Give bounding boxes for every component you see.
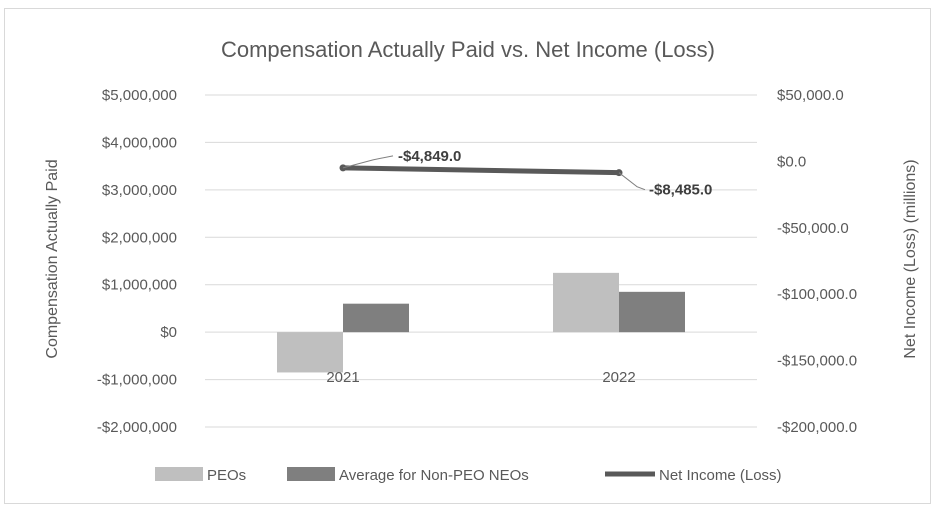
category-labels: 2021 2022 xyxy=(326,369,635,386)
bar xyxy=(553,272,619,333)
left-axis-title: Compensation Actually Paid xyxy=(44,159,61,358)
left-tick-label: $5,000,000 xyxy=(102,87,177,104)
legend: PEOs Average for Non-PEO NEOs Net Income (… xyxy=(155,467,782,484)
bar xyxy=(619,291,685,333)
gridlines xyxy=(205,94,757,428)
left-tick-label: $2,000,000 xyxy=(102,229,177,246)
legend-label: Average for Non-PEO NEOs xyxy=(339,467,529,484)
left-tick-label: $1,000,000 xyxy=(102,277,177,294)
right-tick-label: -$200,000.0 xyxy=(777,419,857,436)
left-tick-label: $4,000,000 xyxy=(102,134,177,151)
left-tick-label: $0 xyxy=(160,324,177,341)
right-axis-title: Net Income (Loss) (millions) xyxy=(902,159,919,358)
leader-line xyxy=(618,172,646,191)
right-tick-label: $0.0 xyxy=(777,153,806,170)
category-label: 2021 xyxy=(326,369,359,386)
left-tick-label: -$2,000,000 xyxy=(97,419,177,436)
combo-chart: Compensation Actually Paid vs. Net Incom… xyxy=(44,37,919,484)
right-tick-label: -$100,000.0 xyxy=(777,286,857,303)
category-label: 2022 xyxy=(602,369,635,386)
chart-frame: Compensation Actually Paid vs. Net Incom… xyxy=(4,8,931,504)
right-tick-label: $50,000.0 xyxy=(777,87,844,104)
left-axis-ticks: $5,000,000 $4,000,000 $3,000,000 $2,000,000… xyxy=(97,87,177,436)
legend-swatch xyxy=(287,467,335,481)
left-tick-label: $3,000,000 xyxy=(102,182,177,199)
net-income-line xyxy=(340,165,622,176)
right-axis-ticks: $50,000.0 $0.0 -$50,000.0 -$100,000.0 -$150,… xyxy=(777,87,857,436)
bar-marks xyxy=(277,272,685,373)
bar xyxy=(277,332,343,373)
left-tick-label: -$1,000,000 xyxy=(97,372,177,389)
right-tick-label: -$50,000.0 xyxy=(777,220,849,237)
line-series: -$4,849.0 -$8,485.0 xyxy=(339,148,712,199)
legend-label: Net Income (Loss) xyxy=(659,467,782,484)
data-label: -$4,849.0 xyxy=(398,148,461,165)
right-tick-label: -$150,000.0 xyxy=(777,353,857,370)
bar xyxy=(343,303,409,333)
chart-title: Compensation Actually Paid vs. Net Incom… xyxy=(221,37,715,62)
leader-line xyxy=(342,155,394,169)
legend-swatch xyxy=(155,467,203,481)
legend-label: PEOs xyxy=(207,467,246,484)
data-label: -$8,485.0 xyxy=(649,182,712,199)
